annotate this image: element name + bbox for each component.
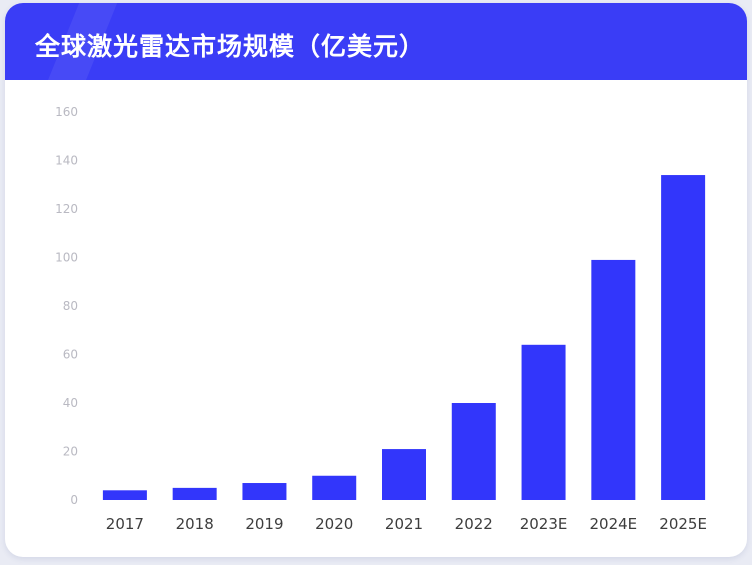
y-tick-label: 120	[55, 202, 78, 216]
bar-2017	[102, 490, 147, 500]
bars	[102, 175, 706, 501]
chart-title: 全球激光雷达市场规模（亿美元）	[35, 32, 426, 61]
y-tick-label: 140	[55, 154, 78, 168]
y-tick-label: 160	[55, 105, 78, 119]
bar-2024E	[591, 259, 636, 500]
y-tick-label: 100	[55, 251, 78, 265]
bar-2025E	[661, 175, 706, 501]
bar-2021	[382, 449, 426, 500]
x-tick-label: 2025E	[659, 515, 707, 533]
bar-2019	[242, 483, 287, 500]
y-tick-label: 60	[63, 348, 78, 362]
y-axis: 0 20 40 60 80 100 120 140 160	[55, 105, 78, 507]
bar-2018	[172, 487, 217, 500]
x-tick-label: 2024E	[590, 515, 638, 533]
x-axis: 2017 2018 2019 2020 2021 2022 2023E 2024E 2025E	[106, 515, 707, 533]
bar-2023E	[521, 344, 566, 500]
bar-2022	[451, 403, 496, 500]
y-tick-label: 0	[70, 493, 78, 507]
x-tick-label: 2018	[176, 515, 214, 533]
x-tick-label: 2022	[455, 515, 493, 533]
x-tick-label: 2021	[385, 515, 423, 533]
bar-2020	[312, 475, 357, 500]
y-tick-label: 80	[63, 299, 78, 313]
y-tick-label: 40	[63, 396, 78, 410]
y-tick-label: 20	[63, 445, 78, 459]
x-tick-label: 2017	[106, 515, 144, 533]
card-header: 全球激光雷达市场规模（亿美元）	[5, 3, 747, 80]
x-tick-label: 2019	[245, 515, 283, 533]
x-tick-label: 2023E	[520, 515, 568, 533]
x-tick-label: 2020	[315, 515, 353, 533]
